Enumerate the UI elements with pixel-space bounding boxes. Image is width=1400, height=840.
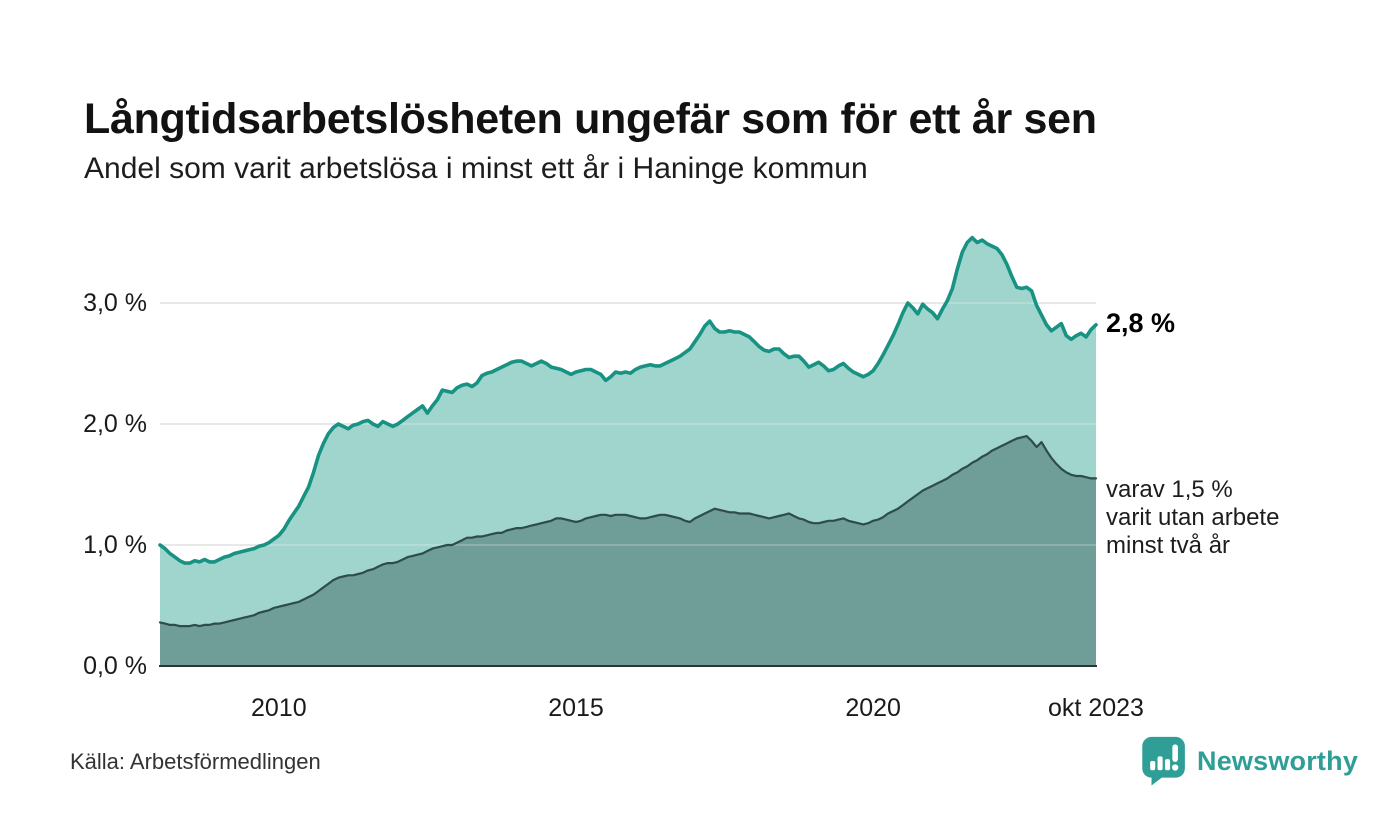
secondary-annotation-line3: minst två år	[1106, 532, 1231, 559]
y-axis-label: 1,0 %	[83, 531, 147, 559]
secondary-value-annotation: varav 1,5 % varit utan arbete minst två …	[1106, 476, 1279, 560]
secondary-annotation-line1: varav 1,5 %	[1106, 476, 1233, 503]
page-title: Långtidsarbetslösheten ungefär som för e…	[84, 94, 1097, 143]
series-line-0	[158, 235, 1098, 565]
x-axis-label: okt 2023	[1048, 694, 1144, 722]
latest-value-label: 2,8 %	[1106, 308, 1176, 338]
page-subtitle: Andel som varit arbetslösa i minst ett å…	[84, 152, 868, 185]
brand-name: Newsworthy	[1197, 745, 1359, 776]
x-axis-label: 2015	[548, 694, 604, 722]
secondary-annotation-line2: varit utan arbete	[1106, 504, 1280, 531]
source-text: Källa: Arbetsförmedlingen	[70, 749, 321, 774]
newsworthy-logo[interactable]: Newsworthy	[1141, 736, 1358, 786]
y-axis-label: 3,0 %	[83, 289, 147, 317]
y-axis-label: 2,0 %	[83, 410, 147, 438]
x-axis-label: 2010	[251, 694, 307, 722]
series-area-1	[160, 436, 1096, 666]
newsworthy-logo-icon	[1142, 736, 1185, 786]
series-line-1	[158, 435, 1098, 628]
y-axis-label: 0,0 %	[83, 652, 147, 680]
x-axis-label: 2020	[845, 694, 901, 722]
